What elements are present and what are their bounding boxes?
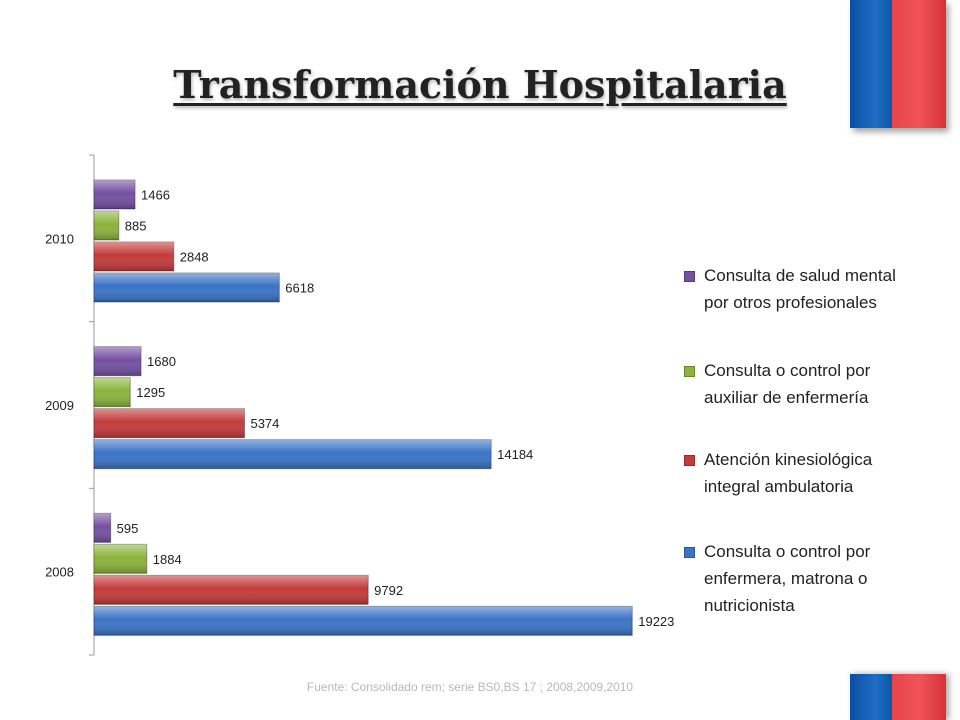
- flag-blue-stripe: [850, 0, 892, 128]
- data-label: 1466: [141, 188, 170, 203]
- category-label: 2010: [45, 231, 74, 246]
- legend-item: Atención kinesiológica integral ambulato…: [684, 446, 934, 500]
- category-label: 2008: [45, 565, 74, 580]
- data-label: 19223: [638, 614, 674, 629]
- bar-shading: [94, 242, 174, 271]
- bar-shading: [94, 273, 280, 302]
- bar-shading: [94, 346, 142, 376]
- legend-swatch: [684, 366, 695, 377]
- flag-blue-stripe: [850, 674, 892, 720]
- data-label: 9792: [374, 583, 403, 598]
- bar-shading: [94, 606, 633, 636]
- data-label: 14184: [497, 447, 533, 462]
- data-label: 1884: [153, 552, 182, 567]
- legend-swatch: [684, 547, 695, 558]
- legend-label: Consulta de salud mental por otros profe…: [704, 266, 896, 312]
- bar-shading: [94, 513, 111, 543]
- data-label: 6618: [285, 281, 314, 296]
- legend-label: Consulta o control por auxiliar de enfer…: [704, 361, 871, 407]
- legend-swatch: [684, 455, 695, 466]
- legend-swatch: [684, 271, 695, 282]
- bar-shading: [94, 211, 119, 240]
- flag-red-stripe: [892, 674, 946, 720]
- data-label: 1680: [147, 354, 176, 369]
- flag-red-stripe: [892, 0, 946, 128]
- bar-shading: [94, 408, 245, 438]
- legend-item: Consulta o control por enfermera, matron…: [684, 538, 934, 619]
- category-label: 2009: [45, 398, 74, 413]
- legend-item: Consulta o control por auxiliar de enfer…: [684, 357, 934, 411]
- legend-label: Atención kinesiológica integral ambulato…: [704, 450, 873, 496]
- data-label: 595: [117, 521, 139, 536]
- slide-title: Transformación Hospitalaria: [173, 62, 787, 107]
- bar-shading: [94, 544, 147, 574]
- data-label: 2848: [180, 250, 209, 265]
- legend-label: Consulta o control por enfermera, matron…: [704, 542, 871, 615]
- bar-shading: [94, 180, 136, 209]
- legend-item: Consulta de salud mental por otros profe…: [684, 262, 934, 316]
- flag-decoration-bottom: [850, 674, 946, 720]
- bar-shading: [94, 439, 492, 469]
- data-label: 5374: [250, 416, 279, 431]
- bar-shading: [94, 575, 369, 605]
- bar-shading: [94, 377, 131, 407]
- flag-decoration-top: [850, 0, 946, 128]
- source-note: Fuente: Consolidado rem; serie BS0,BS 17…: [306, 680, 634, 694]
- data-label: 885: [125, 219, 147, 234]
- data-label: 1295: [136, 385, 165, 400]
